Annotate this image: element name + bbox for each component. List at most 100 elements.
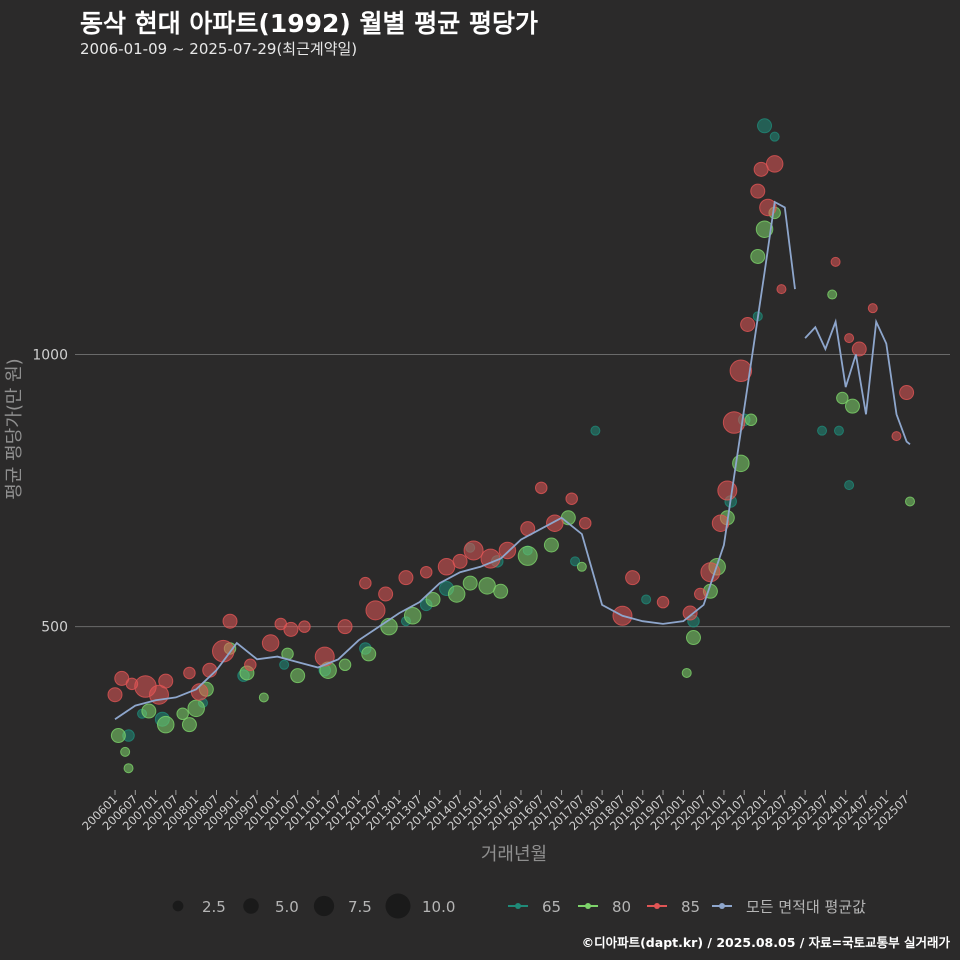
data-point-85: [851, 341, 867, 357]
data-point-85: [682, 605, 698, 621]
data-point-80: [361, 646, 377, 662]
x-axis-ticks: 2006012006072007012007072008012008072009…: [79, 790, 912, 833]
data-point-85: [359, 576, 372, 590]
data-point-85: [625, 570, 641, 586]
data-point-85: [899, 385, 915, 401]
data-point-65: [817, 425, 828, 436]
data-point-85: [729, 359, 753, 383]
data-point-85: [891, 431, 902, 442]
data-point-85: [711, 514, 730, 532]
data-point-65: [757, 118, 773, 134]
data-point-80: [141, 703, 157, 719]
data-points: [107, 118, 915, 774]
data-point-85: [759, 198, 777, 217]
data-point-85: [314, 646, 335, 667]
data-point-85: [158, 673, 174, 689]
legend-color-label: 모든 면적대 평균값: [746, 898, 866, 916]
y-axis-title: 평균 평당가(만 원): [4, 358, 25, 499]
data-point-85: [463, 540, 484, 561]
data-point-65: [769, 131, 780, 142]
data-point-65: [833, 425, 844, 436]
legend-color-label: 80: [612, 898, 631, 916]
data-point-80: [403, 607, 422, 625]
data-point-80: [905, 496, 915, 507]
data-point-85: [244, 658, 257, 672]
data-point-85: [283, 621, 299, 637]
data-point-80: [744, 413, 758, 427]
legend-size-5.0: [243, 898, 259, 914]
legend-color-label: 85: [681, 898, 700, 916]
data-point-65: [279, 659, 290, 670]
source-credit: ©디아파트(dapt.kr) / 2025.08.05 / 자료=국토교통부 실…: [581, 935, 950, 950]
legend-size-2.5: [172, 900, 184, 912]
data-point-85: [183, 666, 196, 680]
data-point-65: [844, 480, 855, 491]
data-point-85: [202, 662, 218, 678]
y-axis-ticks: 500 1000: [32, 347, 68, 635]
data-point-85: [114, 670, 130, 686]
data-point-80: [187, 699, 205, 718]
average-line-segment: [804, 318, 911, 446]
average-line: [114, 200, 911, 720]
data-point-85: [830, 256, 841, 267]
data-point-85: [498, 541, 517, 560]
data-point-80: [290, 668, 306, 684]
data-point-80: [120, 746, 131, 757]
legend-size-label: 5.0: [275, 898, 299, 916]
data-point-80: [181, 717, 197, 733]
data-point-80: [827, 289, 838, 300]
data-point-85: [765, 155, 784, 173]
data-point-85: [222, 613, 238, 629]
legend-dot-0: [515, 903, 521, 909]
data-point-85: [298, 620, 311, 633]
data-point-85: [378, 586, 394, 602]
data-point-80: [543, 537, 559, 553]
gridlines: [75, 353, 950, 628]
data-point-85: [261, 634, 280, 652]
data-point-85: [419, 565, 433, 579]
x-axis-title: 거래년월: [481, 844, 547, 865]
data-point-85: [776, 284, 787, 295]
data-point-80: [176, 707, 189, 721]
data-point-85: [398, 570, 414, 586]
data-point-85: [365, 600, 386, 621]
legend-size-label: 2.5: [202, 898, 226, 916]
data-point-85: [740, 317, 756, 332]
chart-subtitle: 2006-01-09 ~ 2025-07-29(최근계약일): [80, 40, 358, 58]
data-point-80: [844, 398, 860, 414]
data-point-80: [425, 591, 441, 607]
data-point-80: [681, 667, 692, 678]
data-point-85: [578, 516, 592, 530]
legend: 2.5 5.0 7.5 10.0 65 80 85 모든 면적대 평균값: [172, 893, 866, 919]
data-point-80: [110, 728, 126, 744]
data-point-85: [722, 411, 746, 434]
data-point-85: [565, 492, 578, 505]
data-point-85: [437, 558, 456, 576]
data-point-65: [570, 556, 581, 567]
legend-size-label: 7.5: [348, 898, 372, 916]
data-point-65: [641, 594, 652, 605]
data-point-80: [493, 583, 509, 599]
data-point-80: [156, 715, 175, 734]
data-point-85: [452, 553, 468, 569]
data-point-80: [447, 585, 466, 603]
data-point-80: [123, 763, 134, 774]
data-point-85: [867, 303, 878, 314]
data-point-80: [685, 630, 701, 646]
data-point-80: [750, 248, 766, 264]
legend-size-7.5: [313, 895, 335, 917]
data-point-80: [462, 575, 478, 591]
y-tick-label: 500: [41, 620, 68, 636]
legend-dot-3: [719, 903, 725, 909]
data-point-80: [517, 545, 538, 566]
data-point-85: [107, 687, 123, 703]
legend-dot-1: [585, 903, 591, 909]
data-point-80: [478, 577, 496, 595]
data-point-85: [535, 481, 548, 495]
data-point-85: [750, 183, 766, 199]
legend-size-label: 10.0: [422, 898, 455, 916]
data-point-80: [836, 391, 849, 405]
chart-title: 동삭 현대 아파트(1992) 월별 평균 평당가: [80, 9, 538, 38]
data-point-80: [576, 561, 587, 572]
